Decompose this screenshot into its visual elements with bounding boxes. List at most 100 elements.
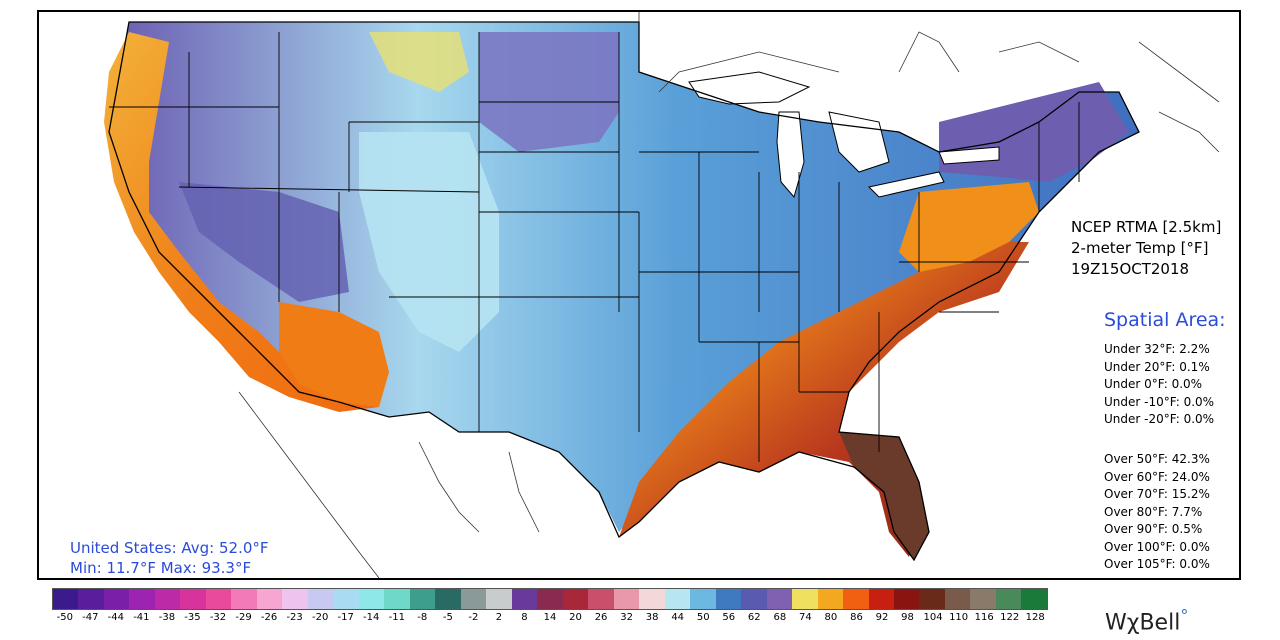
region-great-basin: [179, 182, 349, 302]
colorbar-segment: [741, 589, 767, 609]
logo-text: WχBell: [1105, 610, 1181, 636]
colorbar-tick-label: 38: [645, 612, 659, 623]
colorbar-tick-label: 44: [671, 612, 685, 623]
colorbar-tick-label: -14: [363, 612, 380, 623]
colorbar-segment: [690, 589, 716, 609]
colorbar-segment: [639, 589, 665, 609]
region-pacific-coast: [104, 32, 379, 412]
colorbar-tick-label: 98: [901, 612, 914, 623]
colorbar-segment: [129, 589, 155, 609]
colorbar-tick-label: 68: [773, 612, 787, 623]
wxbell-logo: WχBell°: [1105, 606, 1188, 635]
lake-huron: [828, 111, 890, 173]
colorbar-tick-label: -50: [56, 612, 73, 623]
colorbar-tick-label: -20: [311, 612, 329, 623]
colorbar-segment: [256, 589, 283, 609]
colorbar-segment: [511, 589, 538, 609]
colorbar-segment: [919, 589, 945, 609]
region-northwest-highlights: [369, 32, 469, 92]
colorbar-tick-label: -11: [388, 612, 405, 623]
colorbar-tick-label: -44: [107, 612, 125, 623]
colorbar-tick-label: 62: [747, 612, 761, 623]
colorbar-segment: [715, 589, 742, 609]
colorbar-tick-label: 20: [569, 612, 582, 623]
colorbar-tick-label: 8: [521, 612, 528, 623]
colorbar-tick-label: -2: [468, 612, 479, 623]
minmax-line: Min: 11.7°F Max: 93.3°F: [70, 559, 252, 577]
under-stat: Under -10°F: 0.0%: [1104, 394, 1215, 409]
over-stats: Over 50°F: 42.3% Over 60°F: 24.0% Over 7…: [1104, 451, 1210, 574]
logo-mark: °: [1180, 606, 1189, 625]
colorbar-segment: [944, 589, 971, 609]
colorbar-tick-label: 32: [620, 612, 633, 623]
colorbar: [52, 588, 1048, 610]
colorbar-segment: [868, 589, 894, 609]
under-stat: Under 0°F: 0.0%: [1104, 377, 1203, 391]
under-stat: Under -20°F: 0.0%: [1104, 412, 1215, 426]
region-southwest-desert: [279, 302, 389, 407]
valid-time: 19Z15OCT2018: [1071, 260, 1190, 278]
colorbar-tick-label: 104: [923, 612, 943, 623]
colorbar-tick-label: 110: [949, 612, 969, 623]
colorbar-segment: [103, 589, 130, 609]
under-stat: Under 32°F: 2.2%: [1104, 342, 1210, 356]
colorbar-segment: [588, 589, 614, 609]
colorbar-segment: [307, 589, 334, 609]
colorbar-tick-label: 80: [824, 612, 838, 623]
colorbar-segment: [664, 589, 691, 609]
colorbar-tick-label: -8: [417, 612, 428, 623]
colorbar-segment: [843, 589, 869, 609]
colorbar-tick-label: -17: [337, 612, 354, 623]
region-southeast: [619, 242, 1029, 557]
colorbar-segment: [817, 589, 844, 609]
colorbar-tick-label: 14: [543, 612, 557, 623]
colorbar-segment: [78, 589, 104, 609]
colorbar-tick-label: 2: [495, 612, 503, 623]
colorbar-tick-label: -32: [209, 612, 227, 623]
colorbar-segment: [53, 589, 79, 609]
conus-outline: [108, 21, 1140, 562]
summary-block: United States: Avg: 52.0°F Min: 11.7°F M…: [70, 538, 269, 578]
colorbar-segment: [893, 589, 920, 609]
map-frame: [37, 10, 1241, 580]
colorbar-tick-label: 50: [696, 612, 710, 623]
under-stat: Under 20°F: 0.1%: [1104, 359, 1210, 374]
variable-name: 2-meter Temp [°F]: [1071, 239, 1209, 257]
state-lines: [109, 32, 1080, 462]
colorbar-segment: [205, 589, 232, 609]
colorbar-segment: [613, 589, 640, 609]
colorbar-tick-label: -26: [260, 612, 278, 623]
region-northern-plains: [479, 32, 619, 152]
colorbar-tick-label: -47: [82, 612, 99, 623]
lake-ontario: [938, 146, 1000, 165]
over-stat: Over 50°F: 42.3%: [1104, 452, 1210, 466]
colorbar-segment: [435, 589, 461, 609]
lake-michigan: [776, 111, 805, 199]
colorbar-segment: [486, 589, 512, 609]
colorbar-tick-label: -38: [158, 612, 176, 623]
colorbar-tick-label: 128: [1025, 612, 1045, 623]
colorbar-segment: [231, 589, 257, 609]
colorbar-tick-label: 92: [875, 612, 889, 623]
colorbar-tick-label: -29: [235, 612, 252, 623]
over-stat: Over 60°F: 24.0%: [1104, 469, 1210, 484]
colorbar-segment: [766, 589, 793, 609]
colorbar-segment: [333, 589, 359, 609]
avg-line: United States: Avg: 52.0°F: [70, 539, 269, 557]
over-stat: Over 90°F: 0.5%: [1104, 522, 1203, 536]
region-mid-atlantic: [899, 182, 1039, 272]
over-stat: Over 80°F: 7.7%: [1104, 504, 1203, 519]
colorbar-segment: [792, 589, 818, 609]
colorbar-segment: [358, 589, 385, 609]
colorbar-segment: [154, 589, 181, 609]
colorbar-tick-label: 56: [722, 612, 736, 623]
colorbar-segment: [562, 589, 589, 609]
colorbar-segment: [970, 589, 996, 609]
colorbar-segment: [460, 589, 487, 609]
over-stat: Over 105°F: 0.0%: [1104, 557, 1210, 571]
colorbar-tick-label: 116: [974, 612, 994, 623]
colorbar-segment: [180, 589, 206, 609]
model-name: NCEP RTMA [2.5km]: [1071, 218, 1222, 236]
colorbar-tick-label: -35: [184, 612, 201, 623]
colorbar-tick-label: -41: [133, 612, 150, 623]
